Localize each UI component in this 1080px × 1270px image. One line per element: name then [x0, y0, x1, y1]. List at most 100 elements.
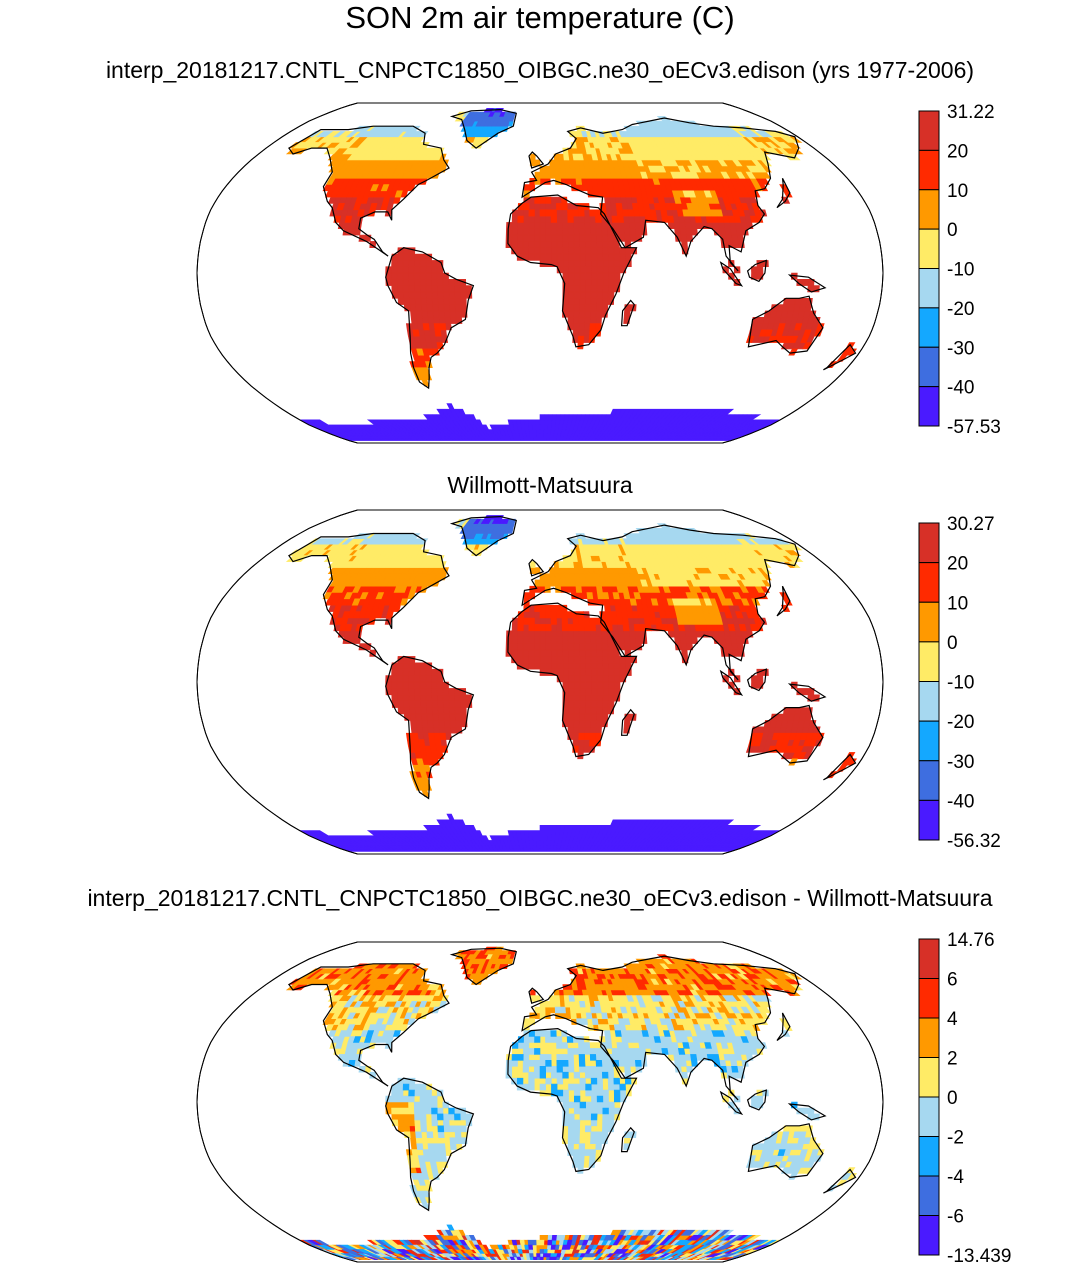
colorbar-label: -4 [947, 1167, 964, 1188]
coastline-britain [528, 151, 545, 169]
coastline-newGuinea [787, 274, 827, 293]
coastline-madagascar [620, 708, 635, 736]
colorbar-swatch [918, 268, 940, 309]
colorbar-swatch [918, 1136, 940, 1177]
coastline-newZealand [823, 753, 857, 781]
panel-2-title: Willmott-Matsuura [447, 472, 633, 498]
land-cells-bin-6 [460, 120, 514, 138]
colorbar-label: -40 [947, 378, 974, 399]
land-cells-bin-2 [324, 585, 858, 779]
land-cells-bin-5 [307, 111, 773, 138]
colorbar-label: -2 [947, 1128, 964, 1149]
coastline-japan [776, 178, 791, 209]
coastline-newGuinea [787, 1103, 827, 1121]
coastline-southAmerica [385, 247, 475, 390]
colorbar-label: 31.22 [947, 102, 995, 123]
colorbar-label: -57.53 [947, 417, 1001, 438]
colorbar-label: 14.76 [947, 930, 995, 951]
coastline-eurasia [521, 524, 800, 681]
colorbar-swatch [918, 1057, 940, 1098]
panel-1-map: 31.22 20 10 0 -10 -20 -30 -40 -57.53 [196, 102, 1001, 444]
colorbar-label: 0 [947, 633, 958, 654]
coastline-sumatra [719, 261, 744, 287]
colorbar-swatch [918, 1017, 940, 1058]
colorbar-swatch [918, 1175, 940, 1216]
coastline-australia [747, 704, 824, 764]
land-cells-bin-4 [285, 518, 804, 606]
coastline-sumatra [719, 669, 744, 697]
colorbar-label: 10 [947, 593, 968, 614]
land-cells-bin-7 [459, 108, 516, 127]
land-cells-bin-5 [311, 518, 791, 545]
colorbar-swatch [918, 760, 940, 801]
colorbar-swatch [918, 346, 940, 388]
coastline-borneo [746, 259, 768, 283]
coastline-madagascar [620, 299, 635, 327]
colorbar-label: 20 [947, 554, 968, 575]
coastline-northAmerica [288, 532, 450, 666]
colorbar-swatch [918, 720, 940, 762]
coastline-africa [507, 194, 638, 348]
colorbar-swatch [918, 1215, 940, 1256]
panel-2-map: 30.27 20 10 0 -10 -20 -30 -40 -56.32 [196, 509, 1001, 855]
coastline-eurasia [521, 955, 800, 1101]
colorbar-swatch [918, 522, 940, 564]
map-border [196, 509, 884, 855]
colorbar-swatch [918, 307, 940, 348]
colorbar-swatch [918, 978, 940, 1019]
land-cells-bin-8 [307, 1235, 768, 1260]
coastline-borneo [746, 668, 768, 692]
colorbar-label: -20 [947, 299, 974, 320]
colorbar-swatch [918, 189, 940, 230]
colorbar-label: -56.32 [947, 831, 1001, 852]
coastline-newZealand [823, 1168, 857, 1194]
colorbar-swatch [918, 681, 940, 722]
land-cells-bin-8 [299, 108, 781, 441]
colorbar-label: -6 [947, 1207, 964, 1228]
coastline-greenland [449, 515, 518, 557]
panel-3-title: interp_20181217.CNTL_CNPCTC1850_OIBGC.ne… [87, 885, 992, 911]
coastline-newGuinea [787, 683, 827, 702]
coastline-sumatra [719, 1090, 744, 1116]
colorbar-swatch [918, 110, 940, 151]
colorbar-label: 4 [947, 1009, 958, 1030]
colorbar-label: -30 [947, 338, 974, 359]
coastline-australia [747, 295, 824, 354]
coastline-britain [528, 558, 545, 577]
coastline-northAmerica [288, 125, 450, 257]
colorbar-label: 20 [947, 141, 968, 162]
panel-3-map: 14.76 6 4 2 0 -2 -4 -6 -13.439 [196, 930, 1011, 1267]
colorbar-swatch [918, 938, 940, 979]
colorbar-label: 10 [947, 181, 968, 202]
land-cells-bin-4 [292, 111, 801, 198]
colorbar-label: -30 [947, 752, 974, 773]
coastline-newZealand [823, 343, 857, 371]
colorbar-label: 2 [947, 1049, 958, 1070]
map-border [196, 102, 884, 444]
coastline-greenland [449, 108, 518, 149]
coastline-borneo [746, 1089, 768, 1111]
colorbar-swatch [918, 562, 940, 603]
coastline-madagascar [620, 1126, 635, 1153]
colorbar-swatch [918, 641, 940, 682]
colorbar-swatch [918, 799, 940, 841]
colorbar-label: -20 [947, 712, 974, 733]
land-cells-bin-8 [299, 515, 781, 852]
colorbar-swatch [918, 601, 940, 643]
coastline-africa [507, 602, 638, 758]
colorbar-swatch [918, 228, 940, 269]
coastline-africa [507, 1027, 638, 1173]
colorbar-label: 30.27 [947, 514, 995, 535]
main-title: SON 2m air temperature (C) [345, 0, 734, 35]
coastline-greenland [449, 947, 518, 986]
colorbar-swatch [918, 386, 940, 427]
colorbar-label: 0 [947, 220, 958, 241]
colorbar-label: -40 [947, 791, 974, 812]
coastline-southAmerica [385, 655, 475, 800]
coastline-japan [776, 585, 791, 617]
colorbar-label: 0 [947, 1088, 958, 1109]
colorbar-label: -10 [947, 673, 974, 694]
coastline-eurasia [521, 117, 800, 272]
colorbar-label: -10 [947, 260, 974, 281]
